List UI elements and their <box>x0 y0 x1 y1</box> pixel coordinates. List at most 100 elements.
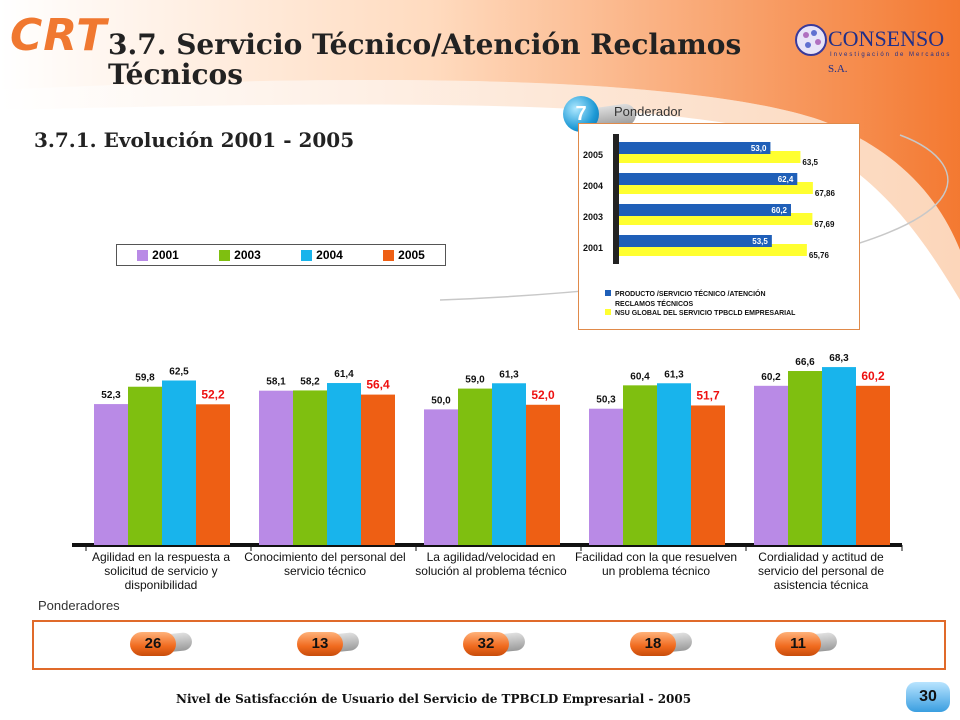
bar-2004-4 <box>657 383 691 545</box>
weight-value-2: 13 <box>297 632 343 656</box>
category-label-4: Facilidad con la que resuelven un proble… <box>574 550 738 578</box>
mini-category-2001: 2001 <box>583 243 603 253</box>
mini-legend-swatch-nsu <box>605 309 611 315</box>
data-label-2004-1: 62,5 <box>169 366 189 377</box>
data-label-2003-1: 59,8 <box>135 373 155 384</box>
data-label-2004-5: 68,3 <box>829 353 849 364</box>
bar-2003-4 <box>623 385 657 545</box>
weight-badge-5: 11 <box>775 631 838 656</box>
legend-item-2003: 2003 <box>219 248 261 262</box>
chart-legend: 2001 2003 2004 2005 <box>116 244 446 266</box>
weight-value-5: 11 <box>775 632 821 656</box>
weight-value-3: 32 <box>463 632 509 656</box>
data-label-2003-4: 60,4 <box>630 371 650 382</box>
bar-2005-2 <box>361 394 395 545</box>
data-label-2005-4: 51,7 <box>696 388 720 402</box>
bar-2005-4 <box>691 405 725 545</box>
legend-label-2001: 2001 <box>152 248 179 262</box>
data-label-2004-2: 61,4 <box>334 369 354 380</box>
data-label-2003-5: 66,6 <box>795 357 815 368</box>
mini-bar-producto-2003 <box>619 204 791 216</box>
data-label-2005-5: 60,2 <box>861 369 885 383</box>
mini-bar-producto-2001 <box>619 235 772 247</box>
mini-label-producto-2005: 53,0 <box>751 144 767 153</box>
weight-badge-2: 13 <box>297 631 360 656</box>
mini-y-axis <box>613 134 619 264</box>
bar-2004-5 <box>822 367 856 545</box>
bar-2004-2 <box>327 383 361 545</box>
ponderadores-label: Ponderadores <box>38 598 120 613</box>
legend-item-2004: 2004 <box>301 248 343 262</box>
consenso-name: CONSENSO <box>828 26 945 51</box>
consenso-suffix: S.A. <box>828 63 848 75</box>
mini-bar-producto-2005 <box>619 142 771 154</box>
mini-category-2004: 2004 <box>583 181 603 191</box>
data-label-2001-2: 58,1 <box>266 377 286 388</box>
footer-text: Nivel de Satisfacción de Usuario del Ser… <box>176 692 692 706</box>
consenso-logo: CONSENSO S.A. Investigación de Mercados <box>794 20 954 75</box>
data-label-2001-3: 50,0 <box>431 395 451 406</box>
mini-label-nsu-2005: 63,5 <box>802 158 818 167</box>
mini-category-2005: 2005 <box>583 150 603 160</box>
legend-item-2001: 2001 <box>137 248 179 262</box>
data-label-2001-5: 60,2 <box>761 372 781 383</box>
page-number: 30 <box>906 682 950 712</box>
data-label-2004-3: 61,3 <box>499 369 519 380</box>
bar-2003-5 <box>788 371 822 545</box>
mini-label-producto-2001: 53,5 <box>752 237 768 246</box>
consenso-globe-icon <box>795 24 827 56</box>
category-label-3: La agilidad/velocidad en solución al pro… <box>415 550 567 578</box>
page-title: 3.7. Servicio Técnico/Atención Reclamos … <box>108 28 742 91</box>
legend-label-2003: 2003 <box>234 248 261 262</box>
mini-label-nsu-2001: 65,76 <box>809 251 830 260</box>
bar-2005-5 <box>856 385 890 545</box>
mini-legend-swatch-producto <box>605 290 611 296</box>
legend-item-2005: 2005 <box>383 248 425 262</box>
mini-chart: 2005 63,5 53,0 2004 67,86 62,4 2003 67,69 60,2 20… <box>583 134 836 317</box>
mini-label-producto-2004: 62,4 <box>778 175 794 184</box>
bar-2001-5 <box>754 385 788 545</box>
legend-label-2005: 2005 <box>398 248 425 262</box>
legend-label-2004: 2004 <box>316 248 343 262</box>
category-label-2: Conocimiento del personal del servicio t… <box>244 550 406 578</box>
mini-label-nsu-2003: 67,69 <box>814 220 835 229</box>
section-subtitle: 3.7.1. Evolución 2001 - 2005 <box>34 128 355 152</box>
data-label-2005-1: 52,2 <box>201 387 225 401</box>
weight-badge-3: 32 <box>463 631 526 656</box>
data-label-2005-3: 52,0 <box>531 388 555 402</box>
bar-2004-3 <box>492 383 526 545</box>
data-label-2004-4: 61,3 <box>664 369 684 380</box>
mini-label-nsu-2004: 67,86 <box>815 189 836 198</box>
bar-2001-2 <box>259 390 293 545</box>
bar-2003-2 <box>293 390 327 545</box>
mini-chart-panel: 2005 63,5 53,0 2004 67,86 62,4 2003 67,69 60,2 20… <box>578 123 860 330</box>
bar-2001-3 <box>424 409 458 545</box>
consenso-tagline: Investigación de Mercados <box>830 52 952 58</box>
data-label-2005-2: 56,4 <box>366 378 390 392</box>
data-label-2001-1: 52,3 <box>101 390 121 401</box>
weight-badge-4: 18 <box>630 631 693 656</box>
bar-2003-1 <box>128 386 162 545</box>
mini-label-producto-2003: 60,2 <box>771 206 787 215</box>
weights-box <box>32 620 946 670</box>
bar-2004-1 <box>162 380 196 545</box>
bar-2003-3 <box>458 388 492 545</box>
category-label-1: Agilidad en la respuesta a solicitud de … <box>91 550 231 592</box>
data-label-2001-4: 50,3 <box>596 395 616 406</box>
weight-value-4: 18 <box>630 632 676 656</box>
data-label-2003-3: 59,0 <box>465 375 485 386</box>
mini-category-2003: 2003 <box>583 212 603 222</box>
main-bar-chart: 52,3 59,8 62,5 52,2 58,1 58,2 61,4 56,4 50,0 59,0… <box>72 353 903 551</box>
bar-2005-1 <box>196 404 230 545</box>
mini-bar-producto-2004 <box>619 173 798 185</box>
weight-value-1: 26 <box>130 632 176 656</box>
bar-2005-3 <box>526 404 560 545</box>
weight-badge-1: 26 <box>130 631 193 656</box>
bar-2001-1 <box>94 404 128 545</box>
bar-2001-4 <box>589 408 623 545</box>
mini-legend-label-nsu: NSU GLOBAL DEL SERVICIO TPBCLD EMPRESARI… <box>615 310 796 317</box>
ponderador-label: Ponderador <box>614 104 682 119</box>
crt-logo: CRT <box>10 10 108 61</box>
category-label-5: Cordialidad y actitud de servicio del pe… <box>757 550 885 592</box>
data-label-2003-2: 58,2 <box>300 376 320 387</box>
